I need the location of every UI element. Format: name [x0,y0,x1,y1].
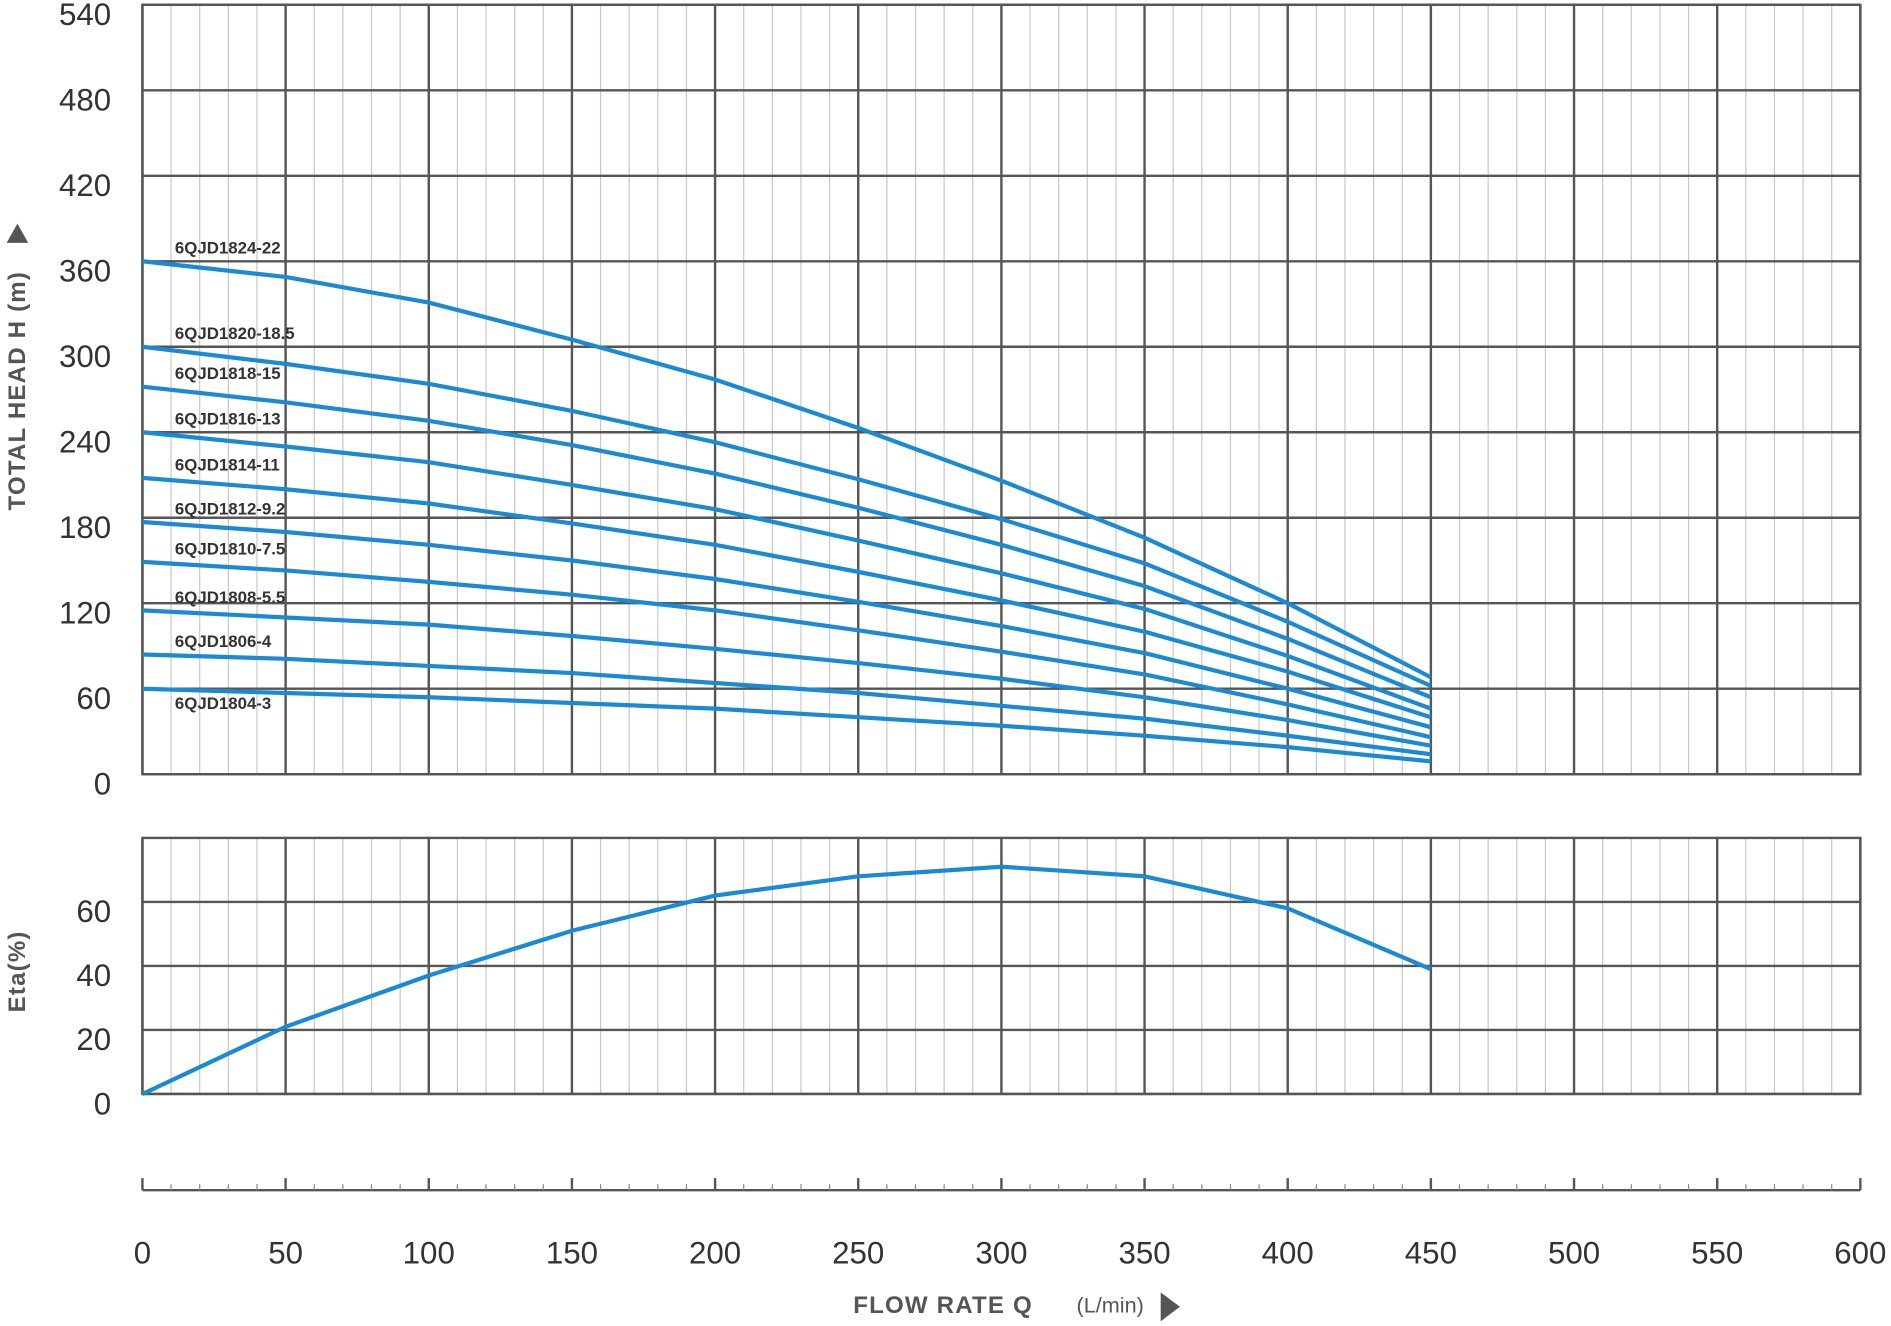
x-axis-title: FLOW RATE Q [853,1292,1033,1319]
y-tick-label: 240 [59,425,111,460]
axis-arrow [6,223,29,243]
y-tick-label: 540 [59,0,111,32]
series-label: 6QJD1806-4 [175,632,272,651]
line-series [142,559,1432,740]
series-label: 6QJD1818-15 [175,364,281,383]
x-tick-label: 550 [1691,1235,1743,1270]
x-tick-label: 250 [832,1235,884,1270]
series-label: 6QJD1804-3 [175,694,271,713]
plot-border [141,836,1862,1096]
y-tick-label: 300 [59,339,111,374]
x-tick-label: 50 [268,1235,303,1270]
series-label: 6QJD1808-5.5 [175,588,285,607]
x-tick-label: 0 [134,1235,151,1270]
y-tick-label: 360 [59,254,111,289]
y-tick-label: 20 [76,1022,111,1057]
x-tick-label: 350 [1118,1235,1170,1270]
line-series [142,475,1432,720]
x-axis-unit: (L/min) [1077,1292,1144,1317]
line-series [142,384,1432,700]
x-tick-label: 400 [1262,1235,1314,1270]
x-tick-label: 450 [1405,1235,1457,1270]
y-tick-label: 180 [59,510,111,545]
line-series [142,519,1432,730]
y-tick-label: 60 [76,894,111,929]
line-series [141,864,1432,1096]
y-axis-title: TOTAL HEAD H (m) [4,271,31,511]
line-series [142,430,1432,711]
y-tick-label: 40 [76,958,111,993]
series-label: 6QJD1820-18.5 [175,324,295,343]
y-tick-label: 480 [59,83,111,118]
y-tick-label: 0 [94,1086,111,1121]
line-series [142,686,1432,764]
y-tick-label: 120 [59,595,111,630]
series-label: 6QJD1824-22 [175,239,281,258]
axis-arrow [1160,1292,1180,1322]
y-axis-title: Eta(%) [4,930,31,1012]
x-tick-label: 600 [1834,1235,1886,1270]
x-tick-label: 500 [1548,1235,1600,1270]
y-tick-label: 0 [94,766,111,801]
x-tick-label: 150 [546,1235,598,1270]
line-series [142,344,1432,688]
x-tick-label: 100 [403,1235,455,1270]
series-label: 6QJD1816-13 [175,410,281,429]
plot-border [141,3,1862,776]
y-tick-label: 60 [76,681,111,716]
line-series [142,259,1432,680]
series-label: 6QJD1814-11 [175,455,280,474]
line-series [142,608,1432,748]
y-tick-label: 420 [59,168,111,203]
series-label: 6QJD1812-9.2 [175,499,285,518]
line-series [142,652,1432,757]
series-label: 6QJD1810-7.5 [175,539,285,558]
x-tick-label: 300 [975,1235,1027,1270]
x-tick-label: 200 [689,1235,741,1270]
